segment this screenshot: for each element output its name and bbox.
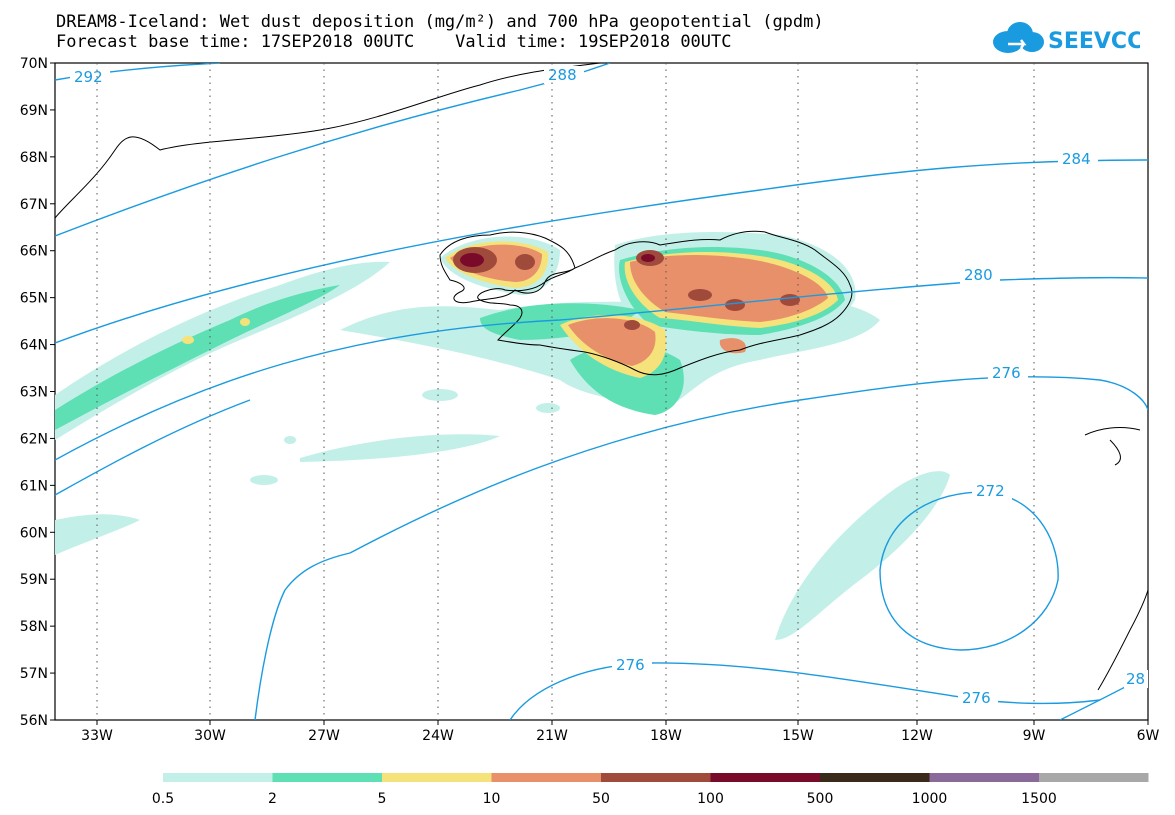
contour-label: 292 <box>74 68 103 86</box>
contour-label: 276 <box>992 364 1021 382</box>
lat-label: 68N <box>20 150 48 166</box>
lat-label: 69N <box>20 103 48 119</box>
lat-label: 61N <box>20 478 48 494</box>
longitude-labels: 33W 30W 27W 24W 21W 18W 15W 12W 9W 6W <box>81 720 1160 744</box>
lon-label: 21W <box>536 728 568 744</box>
lat-label: 57N <box>20 666 48 682</box>
lat-label: 63N <box>20 385 48 401</box>
latitude-labels: 70N 69N 68N 67N 66N 65N 64N 63N 62N 61N 60N 59N 58N 5… <box>20 56 55 729</box>
lat-label: 67N <box>20 197 48 213</box>
logo-text: SEEVCCC <box>1048 29 1140 54</box>
lat-label: 66N <box>20 244 48 260</box>
lon-label: 6W <box>1137 728 1160 744</box>
lon-label: 15W <box>782 728 814 744</box>
graticule <box>96 63 1035 720</box>
lon-label: 30W <box>194 728 226 744</box>
contour-label: 276 <box>616 656 645 674</box>
chart-title: DREAM8-Iceland: Wet dust deposition (mg/… <box>56 12 824 32</box>
lat-label: 64N <box>20 338 48 354</box>
lon-label: 27W <box>308 728 340 744</box>
lat-label: 60N <box>20 525 48 541</box>
contour-label: 288 <box>548 66 577 84</box>
contour-label: 284 <box>1062 150 1091 168</box>
contour-label: 272 <box>976 482 1005 500</box>
seevccc-logo: SEEVCCC <box>993 22 1140 54</box>
contour-label: 28 <box>1126 670 1145 688</box>
geopotential-contours <box>55 63 1148 720</box>
cloud-icon <box>993 22 1044 53</box>
lon-label: 12W <box>901 728 933 744</box>
lat-label: 58N <box>20 619 48 635</box>
lon-label: 33W <box>81 728 113 744</box>
lat-label: 70N <box>20 56 48 72</box>
lat-label: 62N <box>20 431 48 447</box>
lat-label: 56N <box>20 713 48 729</box>
chart-subtitle: Forecast base time: 17SEP2018 00UTC Vali… <box>56 32 732 52</box>
coastlines <box>55 63 1148 691</box>
lon-label: 9W <box>1023 728 1046 744</box>
lon-label: 18W <box>650 728 682 744</box>
contour-label: 280 <box>964 266 993 284</box>
contour-label: 276 <box>962 689 991 707</box>
lat-label: 59N <box>20 572 48 588</box>
lat-label: 65N <box>20 291 48 307</box>
lon-label: 24W <box>422 728 454 744</box>
